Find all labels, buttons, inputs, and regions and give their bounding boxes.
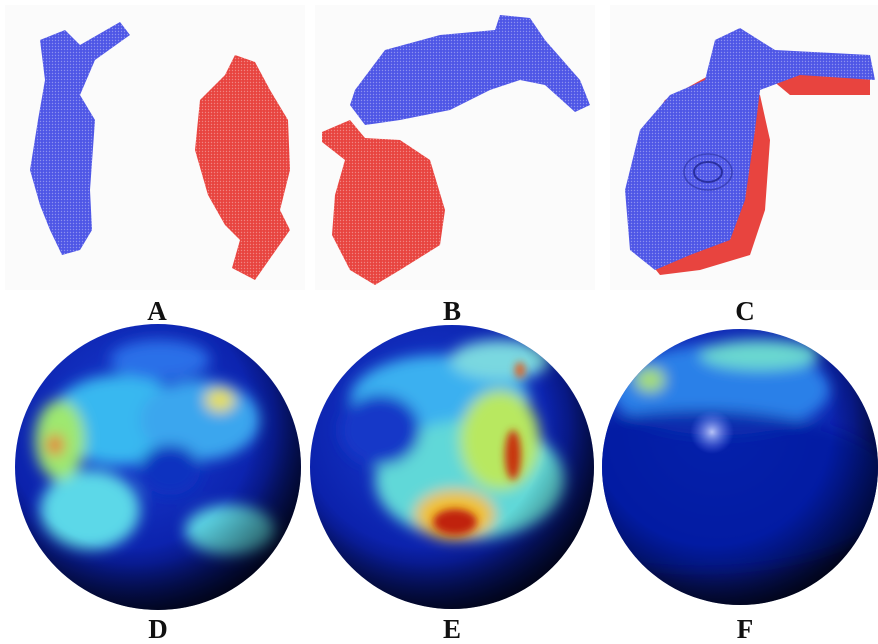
panel-c-image (610, 5, 878, 290)
sphere-d (15, 324, 301, 610)
sphere-e (310, 325, 594, 609)
panel-label: A (147, 296, 167, 326)
panel-label: C (735, 296, 755, 326)
panel-b-image (315, 5, 595, 290)
panel-label: E (443, 614, 461, 644)
panel-label: B (443, 296, 461, 326)
panel-a-image (5, 5, 305, 290)
panel-label: D (148, 614, 168, 644)
figure: A B C D E F (0, 0, 878, 644)
panel-label: F (737, 614, 754, 644)
